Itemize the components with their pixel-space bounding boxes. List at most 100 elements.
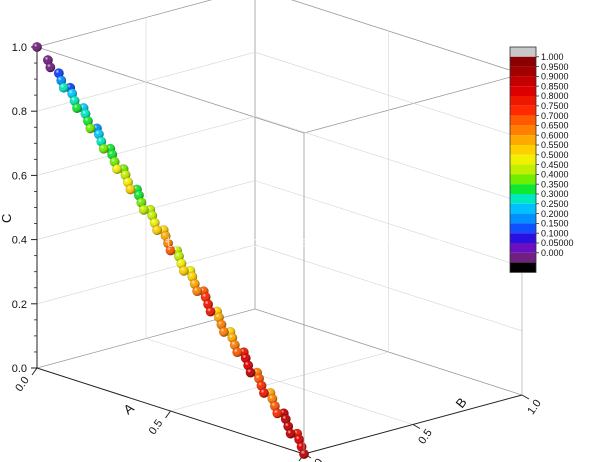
sphere-highlight [109, 157, 120, 167]
data-point [93, 129, 104, 140]
data-point [56, 75, 67, 86]
data-point [58, 82, 69, 93]
data-point [42, 55, 53, 66]
colorbar-label: 0.6500 [541, 121, 569, 131]
box-edge [303, 73, 523, 134]
colorbar-label: 0.5000 [541, 150, 569, 160]
data-point [69, 95, 80, 106]
sphere-highlight [45, 62, 56, 73]
data-point [122, 177, 133, 188]
sphere-highlight [232, 347, 243, 358]
data-point [283, 421, 294, 432]
sphere-highlight [136, 197, 147, 208]
x-axis-label: A [121, 400, 137, 417]
data-point [32, 42, 43, 53]
data-point [272, 408, 283, 419]
x-tick [31, 367, 38, 376]
sphere-highlight [98, 143, 109, 154]
colorbar-segment [510, 203, 536, 214]
sphere-highlight [243, 360, 253, 371]
colorbar-segment [510, 86, 536, 96]
colorbar-label: 0.7000 [541, 111, 569, 121]
sphere-highlight [152, 225, 162, 235]
y-tick-label: 0.5 [416, 427, 435, 446]
sphere-highlight [272, 408, 283, 419]
data-point [192, 286, 203, 297]
x-tick-label: 1.0 [280, 461, 299, 462]
colorbar-label: 0.000 [541, 248, 564, 258]
data-point [178, 265, 189, 276]
data-point [152, 225, 163, 236]
data-point [72, 103, 83, 114]
sphere-highlight [69, 96, 80, 106]
sphere-highlight [219, 327, 229, 337]
z-tick-label: 0.2 [12, 299, 27, 311]
data-point [176, 258, 187, 269]
sphere-highlight [134, 190, 144, 201]
sphere-highlight [270, 401, 280, 411]
data-point [267, 393, 278, 404]
sphere-highlight [58, 82, 69, 93]
plot-box-frame [36, 0, 523, 396]
x-tick [165, 410, 171, 419]
colorbar-label: 0.3000 [541, 189, 569, 199]
data-point [67, 88, 78, 99]
sphere-highlight [120, 170, 131, 180]
colorbar-segment [510, 115, 536, 126]
sphere-highlight [174, 251, 184, 262]
y-tick [521, 394, 530, 400]
z-tick-label: 1.0 [12, 42, 27, 54]
sphere-highlight [203, 299, 213, 310]
colorbar-border [509, 46, 537, 273]
colorbar-segment [510, 233, 536, 243]
box-edge [36, 46, 305, 134]
colorbar-segment [510, 135, 536, 145]
data-point [173, 251, 184, 262]
sphere-highlight [254, 373, 264, 384]
data-point [165, 245, 176, 256]
sphere-highlight [285, 428, 296, 439]
sphere-highlight [139, 205, 149, 215]
sphere-highlight [176, 258, 187, 269]
colorbar-label: 0.9500 [541, 62, 569, 72]
data-point [213, 312, 224, 323]
colorbar-segment [510, 56, 536, 67]
sphere-highlight [72, 103, 82, 113]
sphere-highlight [32, 42, 42, 52]
data-point [112, 164, 123, 175]
data-point [133, 190, 144, 201]
colorbar-segment [510, 145, 536, 155]
colorbar-label: 1.000 [541, 52, 564, 62]
colorbar-legend: 1.0000.95000.90000.85000.80000.75000.700… [509, 46, 574, 273]
colorbar-segment [510, 262, 536, 273]
sphere-highlight [163, 238, 173, 249]
data-points [32, 42, 310, 460]
sphere-highlight [67, 88, 77, 99]
sphere-highlight [54, 68, 64, 78]
colorbar-segment [510, 125, 536, 136]
sphere-highlight [280, 414, 291, 424]
tick-labels: 0.0 0.2 0.4 0.6 0.8 1.0 0.0 0.5 1.0 0.0 0.5 1.0 [12, 42, 544, 462]
sphere-highlight [165, 245, 176, 256]
data-point [149, 217, 160, 228]
data-point [285, 428, 296, 439]
sphere-highlight [112, 164, 122, 174]
data-point [254, 373, 265, 384]
sphere-highlight [125, 184, 136, 195]
colorbar-label: 0.8500 [541, 81, 569, 91]
sphere-highlight [256, 380, 267, 391]
colorbar-label: 0.4000 [541, 170, 569, 180]
sphere-highlight [283, 421, 294, 432]
data-point [96, 136, 107, 147]
data-point [53, 68, 64, 79]
colorbar-label: 0.6000 [541, 130, 569, 140]
z-tick-label: 0.4 [12, 235, 27, 247]
sphere-highlight [83, 116, 93, 126]
data-point [232, 347, 243, 358]
watermark-text: http://blog.csdn.net/SunCherryDream [148, 235, 443, 251]
data-point [138, 204, 149, 215]
colorbar-label: 0.1500 [541, 219, 569, 229]
sphere-highlight [245, 367, 256, 378]
sphere-highlight [205, 306, 216, 317]
sphere-highlight [149, 218, 160, 228]
